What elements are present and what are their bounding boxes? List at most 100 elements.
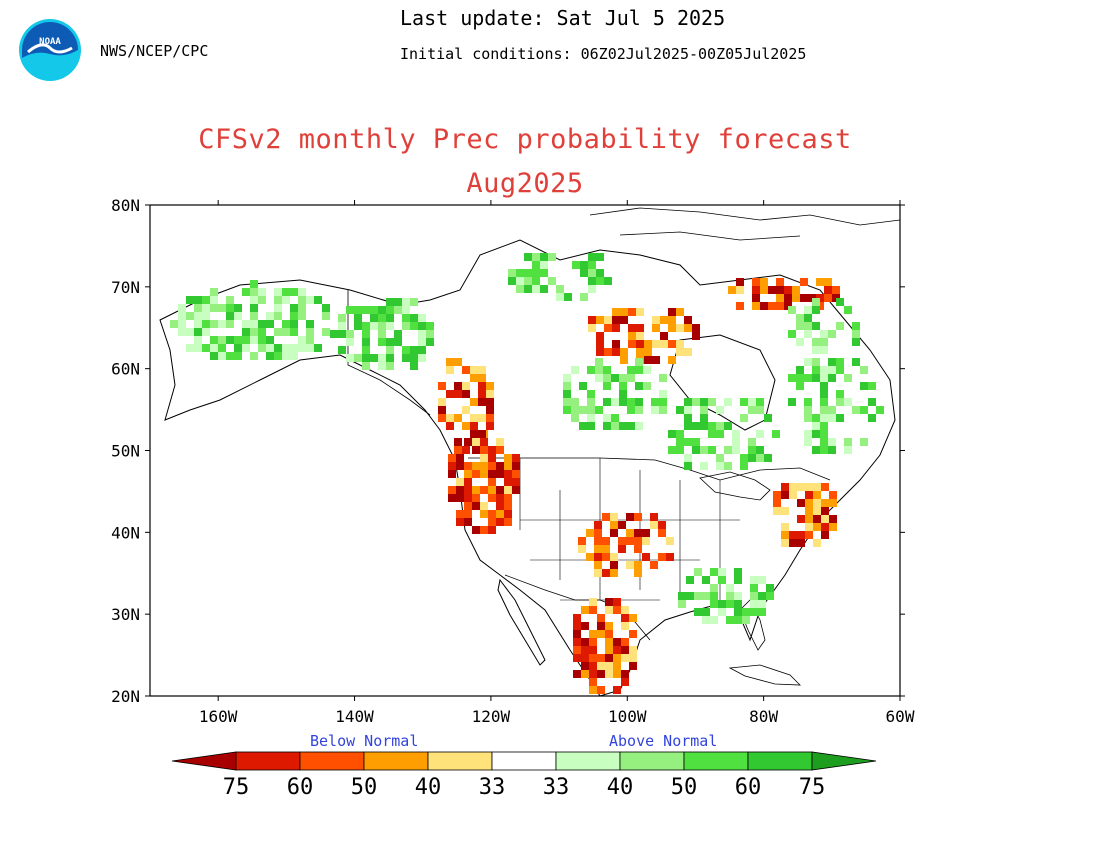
probability-cell <box>650 561 658 569</box>
probability-cell <box>250 312 258 320</box>
probability-cell <box>290 312 298 320</box>
probability-cell <box>571 414 579 422</box>
probability-cell <box>644 340 652 348</box>
probability-cell <box>480 486 488 494</box>
probability-cell <box>580 293 588 301</box>
probability-cell <box>595 366 603 374</box>
latitude-labels: 80N 70N 60N 50N 40N 30N 20N <box>111 196 140 706</box>
legend-tick-label: 50 <box>351 775 378 800</box>
probability-cell <box>796 382 804 390</box>
probability-cell <box>605 622 613 630</box>
probability-cell <box>676 308 684 316</box>
probability-cell <box>218 352 226 360</box>
probability-cell <box>488 446 496 454</box>
probability-cell <box>589 662 597 670</box>
probability-cell <box>418 338 426 346</box>
probability-cell <box>290 344 298 352</box>
probability-cell <box>805 483 813 491</box>
probability-cell <box>812 338 820 346</box>
probability-cell <box>804 430 812 438</box>
probability-cell <box>581 638 589 646</box>
probability-cell <box>611 374 619 382</box>
probability-cell <box>596 316 604 324</box>
probability-cell <box>740 454 748 462</box>
probability-cell <box>596 269 604 277</box>
probability-cell <box>480 510 488 518</box>
probability-cell <box>410 354 418 362</box>
probability-cell <box>418 346 426 354</box>
probability-cell <box>816 278 824 286</box>
probability-cell <box>478 366 486 374</box>
probability-cell <box>756 446 764 454</box>
probability-cell <box>478 382 486 390</box>
probability-cell <box>573 670 581 678</box>
probability-cell <box>621 654 629 662</box>
probability-cell <box>828 414 836 422</box>
probability-cell <box>686 576 694 584</box>
probability-cell <box>306 296 314 304</box>
probability-cell <box>394 338 402 346</box>
probability-cell <box>178 312 186 320</box>
probability-cell <box>488 510 496 518</box>
probability-cell <box>402 354 410 362</box>
probability-cell <box>821 507 829 515</box>
probability-cell <box>210 288 218 296</box>
lon-label: 80W <box>749 707 778 726</box>
probability-cell <box>563 374 571 382</box>
probability-cell <box>813 515 821 523</box>
probability-cell <box>587 406 595 414</box>
probability-cell <box>603 422 611 430</box>
probability-cell <box>202 344 210 352</box>
probability-cell <box>548 253 556 261</box>
probability-cell <box>298 336 306 344</box>
probability-cell <box>750 600 758 608</box>
probability-cell <box>821 523 829 531</box>
probability-cell <box>496 470 504 478</box>
probability-cell <box>504 454 512 462</box>
probability-cell <box>651 406 659 414</box>
probability-cell <box>472 526 480 534</box>
lat-label: 60N <box>111 360 140 379</box>
probability-cell <box>194 344 202 352</box>
probability-cell <box>597 622 605 630</box>
probability-cell <box>496 462 504 470</box>
probability-cell <box>652 356 660 364</box>
probability-cell <box>274 312 282 320</box>
legend-tick-label: 75 <box>799 775 826 800</box>
probability-cell <box>589 630 597 638</box>
probability-cell <box>448 470 456 478</box>
probability-cell <box>619 422 627 430</box>
probability-cell <box>692 438 700 446</box>
probability-cell <box>773 507 781 515</box>
probability-cell <box>464 518 472 526</box>
baja-california-outline <box>497 578 546 666</box>
probability-cell <box>629 630 637 638</box>
probability-cell <box>726 592 734 600</box>
probability-cell <box>820 446 828 454</box>
probability-cell <box>438 382 446 390</box>
probability-cell <box>797 483 805 491</box>
last-update-text: Last update: Sat Jul 5 2025 <box>400 6 726 30</box>
probability-cell <box>726 616 734 624</box>
probability-cell <box>496 502 504 510</box>
probability-cell <box>597 614 605 622</box>
probability-cell <box>250 320 258 328</box>
probability-cell <box>266 352 274 360</box>
probability-cell <box>512 478 520 486</box>
probability-cell <box>581 654 589 662</box>
probability-cell <box>666 553 674 561</box>
probability-cell <box>589 670 597 678</box>
probability-cell <box>362 322 370 330</box>
probability-cell <box>512 470 520 478</box>
probability-cell <box>844 306 852 314</box>
probability-cell <box>378 338 386 346</box>
probability-cell <box>290 328 298 336</box>
probability-cell <box>620 348 628 356</box>
probability-cell <box>386 362 394 370</box>
probability-cell <box>627 422 635 430</box>
probability-cell <box>860 438 868 446</box>
probability-cell <box>642 529 650 537</box>
probability-cell <box>488 462 496 470</box>
probability-cell <box>572 261 580 269</box>
probability-cell <box>426 330 434 338</box>
